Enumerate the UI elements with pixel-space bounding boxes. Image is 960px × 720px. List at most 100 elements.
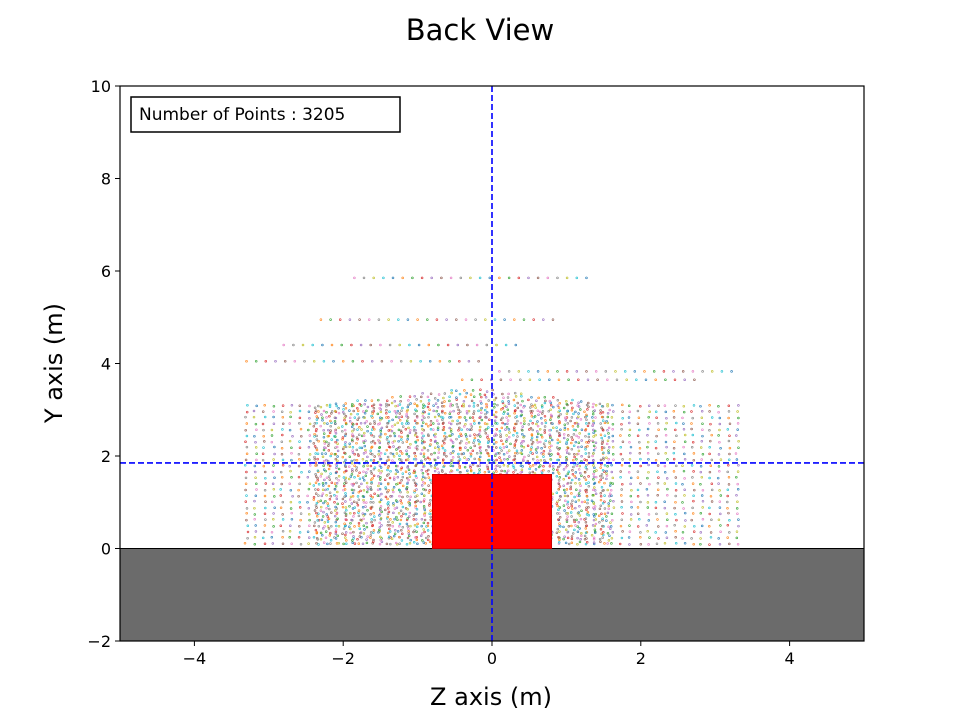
point [564,419,568,422]
point [420,432,424,435]
point [281,542,285,546]
point [364,439,367,442]
point [587,455,591,459]
point [571,469,574,472]
point [356,474,360,478]
point [580,474,583,477]
point [421,427,424,431]
point [506,412,510,416]
point [324,488,327,492]
point [362,410,365,413]
point [605,515,608,518]
point [736,542,740,546]
point [244,476,248,480]
point [558,432,561,435]
point [400,502,403,505]
point [619,446,623,449]
point [443,434,446,438]
point [592,435,595,438]
point [450,461,453,464]
point [512,398,516,402]
point [572,465,575,469]
point [638,447,642,450]
point [556,399,560,402]
point [341,532,344,535]
point [522,435,525,439]
point [395,411,398,415]
point [379,435,382,439]
point [498,430,502,433]
point [466,469,469,473]
point [335,511,339,515]
point [262,434,265,438]
point [487,454,491,458]
point [593,489,597,492]
point [599,433,603,436]
point [404,506,408,510]
point [579,418,583,421]
point [350,502,354,505]
point [593,486,596,489]
point [543,414,547,418]
point [656,488,660,491]
point [692,494,695,498]
point [587,421,591,425]
point [558,498,561,501]
point [605,469,608,473]
point [611,439,615,443]
point [612,458,615,461]
point [299,512,303,515]
point [565,370,569,373]
point [407,530,410,533]
point [592,537,596,541]
point [566,428,570,431]
point [407,422,410,425]
point [254,494,258,498]
point [280,447,284,450]
point [413,451,416,455]
point [633,370,637,373]
point [564,541,568,545]
point [572,433,576,436]
point [307,506,311,510]
point [570,504,573,508]
point [577,449,581,453]
point [602,533,605,537]
point [391,396,394,399]
point [355,441,358,445]
point [621,512,624,515]
point [405,440,409,443]
point [484,415,487,419]
point [380,524,383,527]
point [389,469,392,473]
point [423,440,426,444]
point [345,539,348,542]
point [458,446,462,450]
point [342,476,346,479]
point [499,433,502,436]
point [366,429,369,433]
point [337,411,341,415]
point [536,430,539,433]
point [353,416,357,419]
point [388,476,392,480]
point [416,438,419,442]
point [708,476,711,480]
point [417,343,421,347]
point [280,475,284,479]
point [415,530,418,533]
point [580,455,583,458]
point [728,519,731,522]
point [570,515,573,518]
point [398,481,402,485]
point [555,502,559,505]
point [408,504,412,507]
point [413,523,417,527]
point [356,453,360,456]
point [406,495,409,498]
point [488,418,491,421]
point [551,422,554,425]
point [674,513,677,516]
point [379,475,382,479]
point [344,432,348,436]
